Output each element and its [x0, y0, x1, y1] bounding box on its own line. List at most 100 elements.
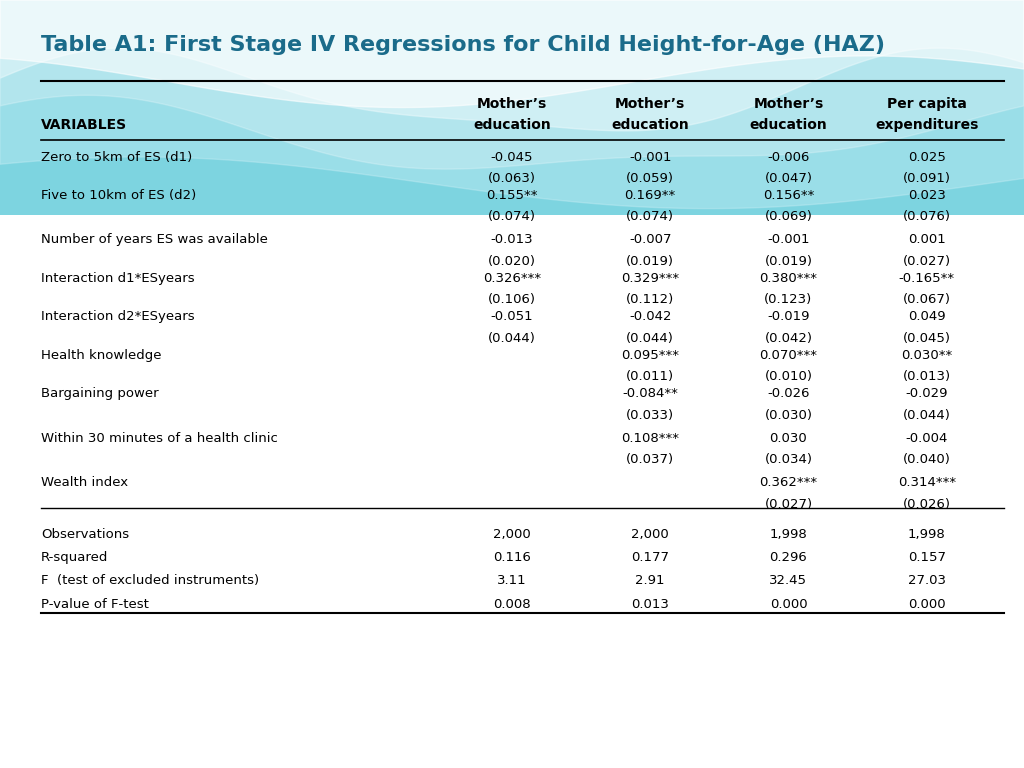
- Text: 0.001: 0.001: [908, 233, 945, 247]
- Text: 27.03: 27.03: [907, 574, 946, 588]
- Text: (0.044): (0.044): [627, 332, 674, 345]
- Text: 3.11: 3.11: [498, 574, 526, 588]
- Text: (0.030): (0.030): [765, 409, 812, 422]
- Text: 0.008: 0.008: [494, 598, 530, 611]
- Text: education: education: [611, 118, 689, 131]
- Text: 0.095***: 0.095***: [622, 349, 679, 362]
- Text: 0.314***: 0.314***: [898, 476, 955, 489]
- Text: -0.001: -0.001: [629, 151, 672, 164]
- Text: (0.047): (0.047): [765, 172, 812, 185]
- Text: (0.034): (0.034): [765, 453, 812, 466]
- Text: 0.157: 0.157: [907, 551, 946, 564]
- Text: F  (test of excluded instruments): F (test of excluded instruments): [41, 574, 259, 588]
- Text: (0.027): (0.027): [903, 255, 950, 268]
- Text: 0.326***: 0.326***: [483, 272, 541, 285]
- Text: Mother’s: Mother’s: [477, 97, 547, 111]
- Text: 0.380***: 0.380***: [760, 272, 817, 285]
- Text: -0.165**: -0.165**: [899, 272, 954, 285]
- Text: Per capita: Per capita: [887, 97, 967, 111]
- Text: -0.045: -0.045: [490, 151, 534, 164]
- Text: 0.116: 0.116: [494, 551, 530, 564]
- Text: 0.108***: 0.108***: [622, 432, 679, 445]
- Text: (0.020): (0.020): [488, 255, 536, 268]
- Text: (0.013): (0.013): [903, 370, 950, 383]
- Text: education: education: [750, 118, 827, 131]
- Text: 0.177: 0.177: [631, 551, 670, 564]
- Text: 0.000: 0.000: [908, 598, 945, 611]
- Text: -0.001: -0.001: [767, 233, 810, 247]
- Text: 0.156**: 0.156**: [763, 189, 814, 202]
- Text: -0.042: -0.042: [629, 310, 672, 323]
- Text: Interaction d2*ESyears: Interaction d2*ESyears: [41, 310, 195, 323]
- Text: (0.112): (0.112): [626, 293, 675, 306]
- Text: 1,998: 1,998: [770, 528, 807, 541]
- Text: R-squared: R-squared: [41, 551, 109, 564]
- Text: (0.011): (0.011): [627, 370, 674, 383]
- Text: Bargaining power: Bargaining power: [41, 387, 159, 400]
- Text: 0.070***: 0.070***: [760, 349, 817, 362]
- Text: 2,000: 2,000: [494, 528, 530, 541]
- Text: 2,000: 2,000: [632, 528, 669, 541]
- Text: (0.076): (0.076): [903, 210, 950, 223]
- Text: (0.074): (0.074): [488, 210, 536, 223]
- Text: 0.049: 0.049: [908, 310, 945, 323]
- Text: (0.010): (0.010): [765, 370, 812, 383]
- Text: -0.007: -0.007: [629, 233, 672, 247]
- Text: (0.033): (0.033): [627, 409, 674, 422]
- Text: Number of years ES was available: Number of years ES was available: [41, 233, 268, 247]
- Text: (0.069): (0.069): [765, 210, 812, 223]
- Text: Observations: Observations: [41, 528, 129, 541]
- Text: -0.019: -0.019: [767, 310, 810, 323]
- Text: 0.296: 0.296: [770, 551, 807, 564]
- Text: (0.042): (0.042): [765, 332, 812, 345]
- Text: Wealth index: Wealth index: [41, 476, 128, 489]
- Text: -0.084**: -0.084**: [623, 387, 678, 400]
- Text: -0.013: -0.013: [490, 233, 534, 247]
- Text: 0.329***: 0.329***: [622, 272, 679, 285]
- Text: Health knowledge: Health knowledge: [41, 349, 162, 362]
- Text: expenditures: expenditures: [876, 118, 978, 131]
- Text: 0.169**: 0.169**: [625, 189, 676, 202]
- Text: Table A1: First Stage IV Regressions for Child Height-for-Age (HAZ): Table A1: First Stage IV Regressions for…: [41, 35, 885, 55]
- Text: (0.044): (0.044): [903, 409, 950, 422]
- Text: (0.123): (0.123): [764, 293, 813, 306]
- Text: (0.067): (0.067): [903, 293, 950, 306]
- Text: 0.000: 0.000: [770, 598, 807, 611]
- Text: (0.074): (0.074): [627, 210, 674, 223]
- Text: Interaction d1*ESyears: Interaction d1*ESyears: [41, 272, 195, 285]
- Text: (0.019): (0.019): [627, 255, 674, 268]
- Text: Zero to 5km of ES (d1): Zero to 5km of ES (d1): [41, 151, 193, 164]
- Text: (0.044): (0.044): [488, 332, 536, 345]
- Text: 0.155**: 0.155**: [486, 189, 538, 202]
- Text: Within 30 minutes of a health clinic: Within 30 minutes of a health clinic: [41, 432, 278, 445]
- Text: 32.45: 32.45: [769, 574, 808, 588]
- Text: -0.029: -0.029: [905, 387, 948, 400]
- Text: Mother’s: Mother’s: [615, 97, 685, 111]
- Text: 0.013: 0.013: [632, 598, 669, 611]
- Text: (0.091): (0.091): [903, 172, 950, 185]
- Text: P-value of F-test: P-value of F-test: [41, 598, 148, 611]
- Text: (0.040): (0.040): [903, 453, 950, 466]
- Text: (0.063): (0.063): [488, 172, 536, 185]
- Text: (0.027): (0.027): [765, 498, 812, 511]
- Text: 0.025: 0.025: [908, 151, 945, 164]
- Text: 2.91: 2.91: [636, 574, 665, 588]
- Text: -0.006: -0.006: [767, 151, 810, 164]
- Text: -0.026: -0.026: [767, 387, 810, 400]
- Text: 0.362***: 0.362***: [760, 476, 817, 489]
- Text: (0.019): (0.019): [765, 255, 812, 268]
- Text: 1,998: 1,998: [908, 528, 945, 541]
- Text: (0.045): (0.045): [903, 332, 950, 345]
- Text: 0.023: 0.023: [908, 189, 945, 202]
- Text: VARIABLES: VARIABLES: [41, 118, 127, 131]
- Text: Five to 10km of ES (d2): Five to 10km of ES (d2): [41, 189, 197, 202]
- Text: (0.037): (0.037): [627, 453, 674, 466]
- Text: (0.106): (0.106): [488, 293, 536, 306]
- Text: 0.030: 0.030: [770, 432, 807, 445]
- Text: (0.026): (0.026): [903, 498, 950, 511]
- Text: 0.030**: 0.030**: [901, 349, 952, 362]
- Text: -0.004: -0.004: [905, 432, 948, 445]
- Text: Mother’s: Mother’s: [754, 97, 823, 111]
- Text: -0.051: -0.051: [490, 310, 534, 323]
- Text: education: education: [473, 118, 551, 131]
